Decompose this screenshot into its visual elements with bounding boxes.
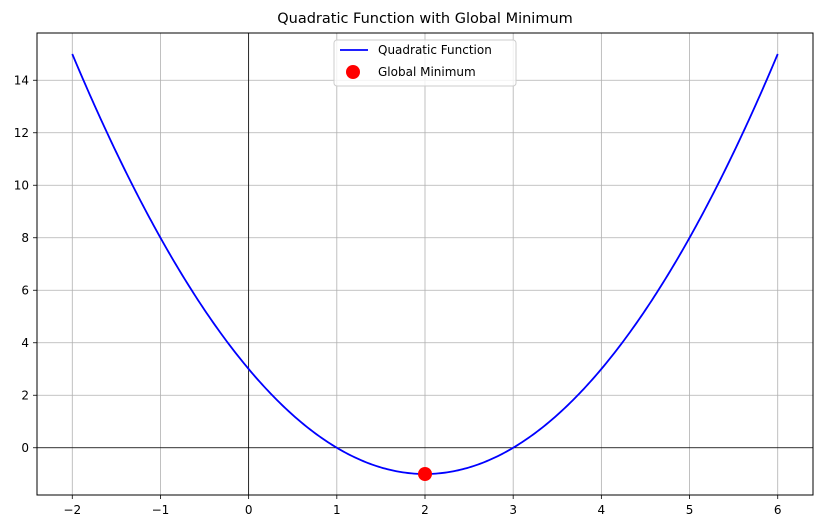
legend-label-marker: Global Minimum — [378, 65, 476, 79]
y-tick-label: 12 — [14, 126, 29, 140]
y-tick-label: 14 — [14, 73, 29, 87]
legend: Quadratic Function Global Minimum — [333, 39, 517, 87]
y-tick-label: 6 — [21, 283, 29, 297]
legend-marker-swatch — [346, 65, 360, 79]
x-tick-label: 5 — [686, 503, 694, 517]
y-tick-label: 4 — [21, 336, 29, 350]
y-tick-label: 10 — [14, 178, 29, 192]
legend-label-line: Quadratic Function — [378, 43, 492, 57]
x-axis-ticks: −2 −1 0 1 2 3 4 5 6 — [63, 495, 782, 517]
x-tick-label: 6 — [774, 503, 782, 517]
x-tick-label: 4 — [598, 503, 606, 517]
series-layer — [71, 53, 779, 481]
x-tick-label: 1 — [333, 503, 341, 517]
x-tick-label: 2 — [421, 503, 429, 517]
legend-box — [333, 39, 517, 87]
y-tick-label: 8 — [21, 231, 29, 245]
chart-title: Quadratic Function with Global Minimum — [277, 11, 573, 27]
x-tick-label: −2 — [63, 503, 81, 517]
reference-lines — [37, 33, 813, 495]
x-tick-label: 0 — [245, 503, 253, 517]
x-tick-label: −1 — [152, 503, 170, 517]
global-minimum-point — [418, 467, 432, 481]
x-tick-label: 3 — [509, 503, 517, 517]
y-tick-label: 2 — [21, 388, 29, 402]
y-tick-label: 0 — [21, 441, 29, 455]
y-axis-ticks: 0 2 4 6 8 10 12 14 — [14, 73, 37, 455]
